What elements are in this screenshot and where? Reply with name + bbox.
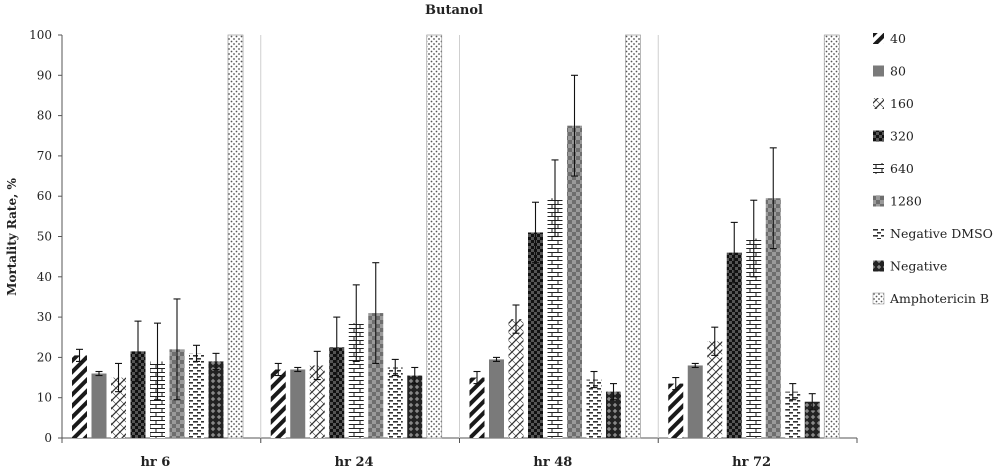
legend-label: 1280	[890, 194, 922, 209]
legend-label: 40	[890, 31, 906, 46]
legend: 40 80 160 320 640 1280 Negative DMSO Negative Am…	[872, 31, 993, 306]
legend-swatch	[872, 292, 885, 305]
bar	[309, 365, 325, 438]
bar	[489, 359, 504, 438]
y-tick-label: 0	[44, 431, 52, 445]
axes: 0 10 20 30 40 50 60 70 80 90 100 hr 6 hr 24 hr 48 hr 7…	[29, 28, 858, 470]
y-tick-label: 60	[37, 189, 52, 203]
bar	[547, 198, 563, 438]
legend-label: 80	[890, 64, 906, 79]
bar	[726, 252, 742, 438]
legend-item: Amphotericin B	[872, 291, 989, 306]
legend-label: 320	[890, 129, 914, 144]
y-tick-label: 30	[37, 310, 52, 324]
legend-label: 640	[890, 161, 914, 176]
chart-title: Butanol	[425, 3, 483, 18]
y-tick-label: 20	[37, 350, 52, 364]
x-category-label: hr 6	[140, 455, 170, 470]
y-tick-label: 50	[37, 230, 52, 244]
y-tick-label: 100	[29, 28, 52, 42]
legend-label: 160	[890, 96, 914, 111]
bar	[91, 373, 107, 438]
bar	[469, 377, 485, 438]
legend-swatch	[873, 65, 884, 77]
y-tick-label: 70	[37, 149, 52, 163]
legend-swatch	[873, 130, 884, 142]
legend-item: 40	[873, 31, 906, 46]
y-tick-label: 90	[37, 68, 52, 82]
bar	[765, 198, 781, 438]
bar	[189, 353, 204, 438]
bars	[72, 34, 840, 439]
bar	[368, 313, 384, 438]
y-tick-label: 40	[37, 270, 52, 284]
bar	[329, 347, 345, 438]
legend-label: Negative DMSO	[890, 226, 993, 241]
legend-label: Amphotericin B	[889, 291, 989, 306]
bar	[508, 319, 524, 438]
bar	[348, 323, 364, 438]
y-tick-label: 10	[37, 391, 52, 405]
bar	[387, 367, 403, 438]
bar	[823, 34, 840, 439]
bar	[111, 377, 126, 438]
bar	[586, 379, 602, 438]
bar	[528, 232, 543, 438]
bar	[426, 34, 443, 439]
y-tick-label: 80	[37, 109, 52, 123]
legend-swatch	[873, 33, 884, 44]
legend-item: 80	[873, 64, 906, 79]
x-category-label: hr 72	[732, 455, 771, 470]
bar	[407, 375, 423, 438]
bar	[687, 365, 703, 438]
legend-swatch	[873, 98, 884, 109]
bar	[290, 369, 306, 438]
legend-swatch	[873, 260, 884, 272]
legend-swatch	[873, 163, 884, 174]
legend-item: 640	[873, 161, 914, 176]
y-axis-label: Mortality Rate, %	[5, 178, 19, 296]
bar	[567, 125, 582, 439]
legend-item: Negative	[873, 259, 947, 274]
bar	[270, 369, 286, 438]
bar	[625, 34, 641, 439]
legend-label: Negative	[890, 259, 947, 274]
bar	[208, 361, 224, 438]
bar	[130, 351, 146, 438]
legend-item: Negative DMSO	[873, 226, 993, 241]
bar	[227, 34, 244, 439]
x-category-label: hr 48	[533, 455, 572, 470]
x-category-label: hr 24	[335, 455, 374, 470]
bar	[785, 391, 801, 438]
bar	[707, 341, 723, 438]
legend-item: 160	[873, 96, 914, 111]
bar	[668, 383, 684, 438]
bar	[606, 391, 621, 438]
bar	[72, 355, 87, 438]
bar	[746, 238, 762, 438]
legend-item: 1280	[873, 194, 922, 209]
legend-swatch	[873, 195, 884, 207]
bar	[804, 401, 820, 438]
legend-swatch	[873, 228, 884, 239]
legend-item: 320	[873, 129, 914, 144]
